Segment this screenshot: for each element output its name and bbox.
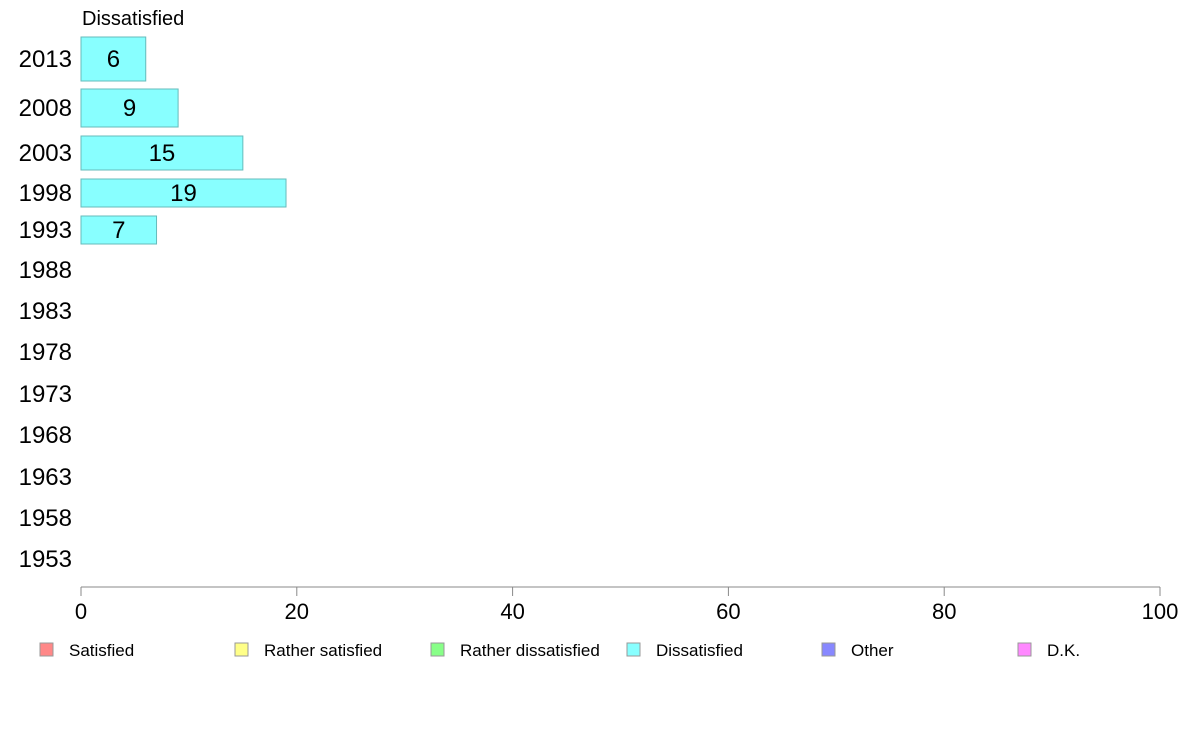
y-tick-label-1978: 1978 [19,339,72,366]
legend-label-rather-dissatisfied: Rather dissatisfied [460,641,600,660]
x-tick-label-40: 40 [500,599,524,624]
chart-title: Dissatisfied [82,8,184,30]
legend-swatch-d-k [1017,642,1032,657]
legend-swatch-rather-satisfied [234,642,249,657]
bar-value-label-2008: 9 [123,95,136,122]
bar-1998 [80,178,287,208]
y-tick-label-1988: 1988 [19,257,72,284]
bar-value-label-1993: 7 [112,217,125,244]
legend-label-satisfied: Satisfied [69,641,134,660]
bar-1993 [80,215,158,245]
legend-swatch-dissatisfied [626,642,641,657]
y-tick-label-1983: 1983 [19,298,72,325]
y-tick-label-1973: 1973 [19,381,72,408]
bar-2013 [80,36,147,82]
x-tick-label-0: 0 [75,599,87,624]
legend-label-dissatisfied: Dissatisfied [656,641,743,660]
y-tick-label-1963: 1963 [19,464,72,491]
x-tick-label-100: 100 [1142,599,1179,624]
legend-swatch-other [821,642,836,657]
bar-value-label-2013: 6 [107,46,120,73]
bar-value-label-2003: 15 [149,140,176,167]
y-tick-label-1993: 1993 [19,217,72,244]
legend-swatch-rather-dissatisfied [430,642,445,657]
bars-group: 69 15 19 7 [80,36,287,245]
x-tick-label-20: 20 [285,599,309,624]
y-tick-label-1958: 1958 [19,505,72,532]
y-tick-label-2013: 2013 [19,46,72,73]
y-tick-label-1998: 1998 [19,180,72,207]
bar-2003 [80,135,244,171]
legend-label-d-k: D.K. [1047,641,1080,660]
x-axis-ticks: 0 20 40 60 80 100 [75,587,1178,624]
legend-label-rather-satisfied: Rather satisfied [264,641,382,660]
bar-value-label-1998: 19 [170,180,197,207]
y-axis-labels: 2013 2008 2003 1998 1993 1988 1983 1978 1973 1968… [19,46,72,573]
legend-swatch-satisfied [39,642,54,657]
x-tick-label-80: 80 [932,599,956,624]
y-tick-label-1968: 1968 [19,422,72,449]
legend: Satisfied Rather satisfied Rather dissatis… [39,641,1080,660]
y-tick-label-2003: 2003 [19,140,72,167]
legend-label-other: Other [851,641,894,660]
bar-2008 [80,88,179,128]
x-tick-label-60: 60 [716,599,740,624]
y-tick-label-1953: 1953 [19,546,72,573]
y-tick-label-2008: 2008 [19,95,72,122]
